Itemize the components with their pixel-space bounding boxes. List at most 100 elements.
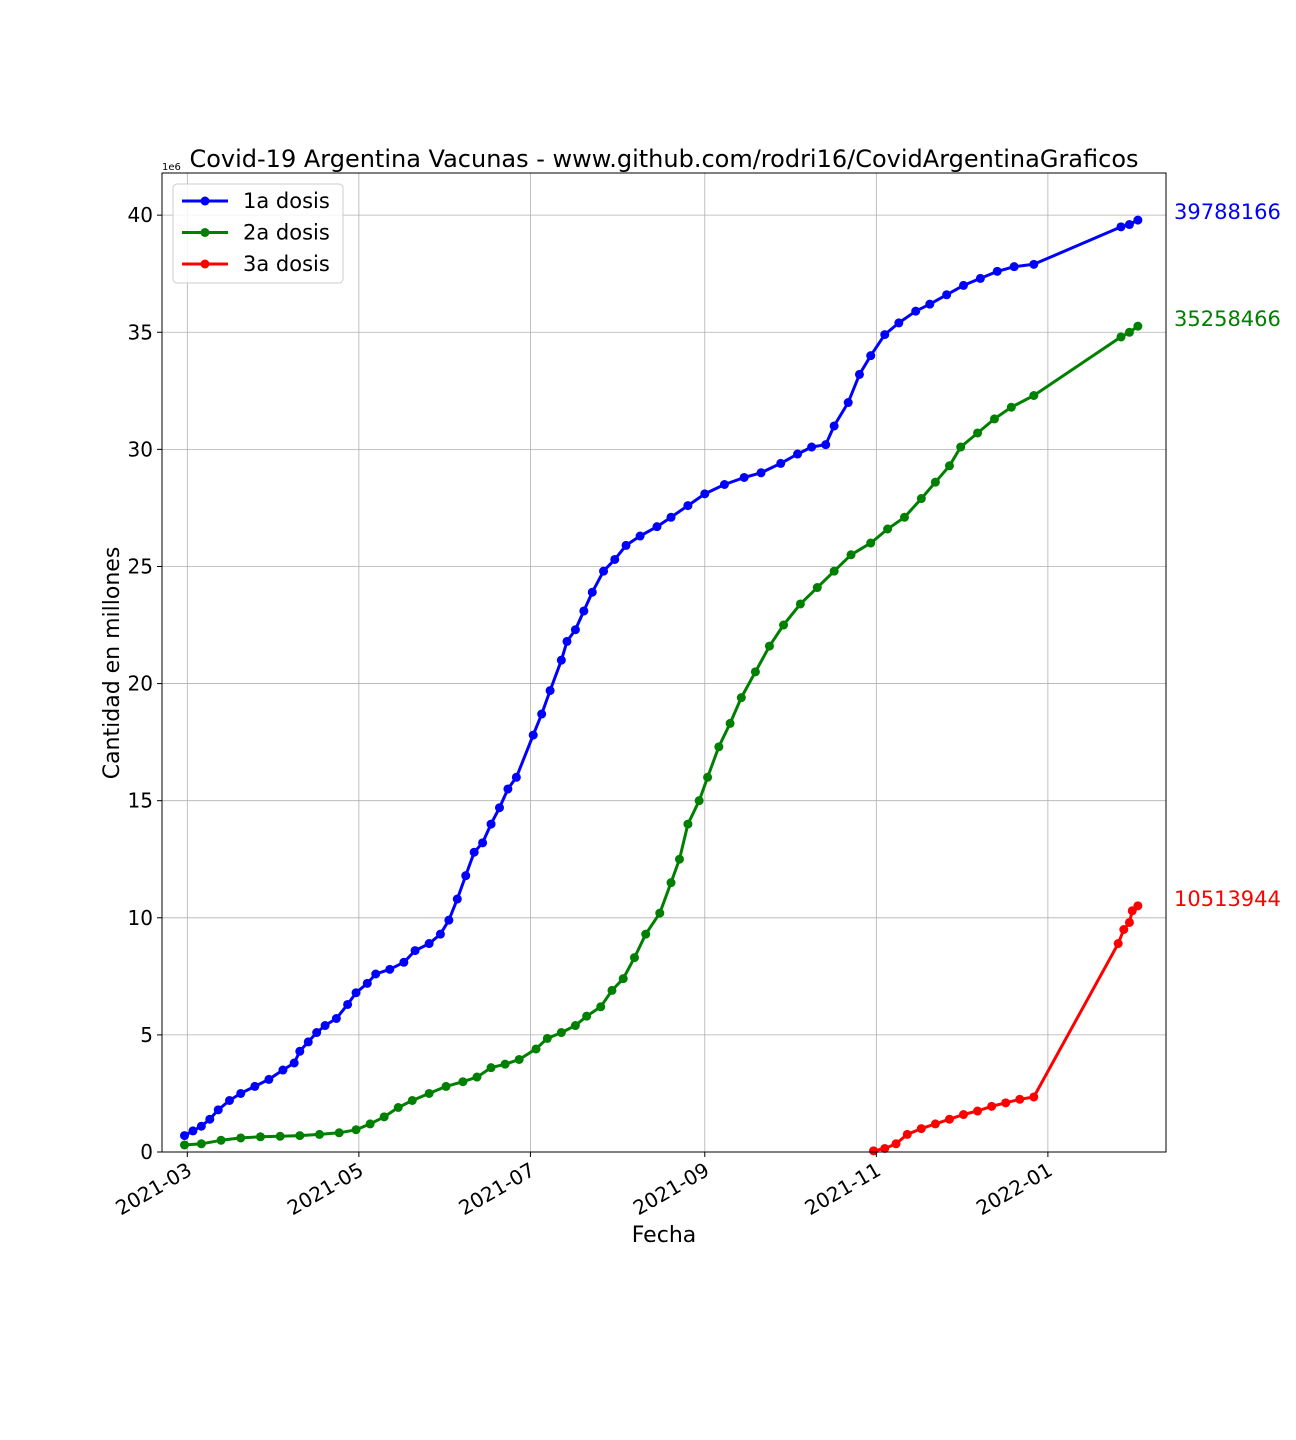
data-point [334,1128,344,1138]
data-point [295,1046,305,1056]
data-point [1006,402,1016,412]
data-point [216,1135,226,1145]
legend-label: 3a dosis [243,252,330,276]
data-point [1124,220,1134,230]
data-point [618,974,628,984]
data-point [196,1121,206,1131]
data-point [1133,321,1143,331]
data-point [944,1114,954,1124]
data-point [441,1081,451,1091]
data-point [866,538,876,548]
data-point [303,1037,313,1047]
data-point [213,1105,223,1115]
data-point [992,266,1002,276]
data-point [899,512,909,522]
data-point [916,1124,926,1134]
data-point [570,625,580,635]
data-point [188,1126,198,1136]
data-point [587,587,597,597]
data-point [925,299,935,309]
y-tick-label: 0 [140,1140,153,1164]
data-point [545,686,555,696]
data-point [486,819,496,829]
data-point [911,306,921,316]
data-point [793,449,803,459]
x-tick-label: 2021-09 [629,1158,713,1221]
y-tick-label: 20 [128,672,153,696]
data-point [371,969,381,979]
data-point [295,1131,305,1141]
data-point [531,1044,541,1054]
x-tick-label: 2021-11 [800,1158,884,1221]
y-tick-label: 15 [128,789,153,813]
data-point [944,461,954,471]
data-point [1119,925,1129,934]
data-point [829,566,839,576]
y-tick-label: 5 [140,1023,153,1047]
series-line [873,904,1139,1153]
data-point [250,1081,260,1091]
data-point [275,1131,285,1141]
data-point [1001,1098,1011,1108]
data-point [610,554,620,564]
data-point [1124,327,1134,337]
data-point [812,583,822,593]
data-point [379,1112,389,1122]
data-point [1116,332,1126,342]
data-point [891,1139,901,1149]
data-point [362,978,372,988]
data-point [880,1143,890,1153]
plot-series [179,215,1143,1156]
data-point [343,999,353,1009]
data-point [1029,259,1039,269]
data-point [880,330,890,340]
y-tick-label: 10 [128,906,153,930]
data-point [331,1014,341,1023]
data-point [179,1140,189,1150]
data-point [500,1059,510,1069]
data-point [458,1077,468,1087]
data-point [1124,917,1134,927]
data-point [641,929,651,939]
legend-box [172,183,344,284]
data-point [236,1133,246,1143]
legend-marker [200,259,210,269]
data-point [655,908,665,918]
data-point [407,1095,417,1105]
data-point [739,472,749,482]
data-point [683,819,693,829]
data-point [351,1125,361,1135]
data-point [683,501,693,511]
data-point [472,1072,482,1082]
data-point [652,522,662,532]
data-point [435,929,445,939]
data-point [556,655,566,665]
series-end-label: 10513944 [1174,887,1281,911]
data-point [776,458,786,468]
data-point [973,1106,983,1116]
data-point [1015,1094,1025,1104]
x-tick-label: 2021-07 [455,1158,539,1221]
plot-area-frame [161,172,1167,1153]
data-point [514,1054,524,1064]
data-point [503,784,513,794]
series-end-labels: 39788166 35258466 10513944 [1174,200,1281,911]
data-point [312,1028,322,1038]
x-tick-label: 2021-05 [283,1158,367,1221]
data-point [846,550,856,560]
y-tick-label: 35 [128,320,153,344]
data-point [579,606,589,616]
data-point [570,1021,580,1031]
data-point [365,1119,375,1129]
data-point [596,1002,606,1012]
data-point [196,1139,206,1149]
data-point [205,1114,215,1124]
data-point [314,1129,324,1139]
data-point [942,290,952,300]
data-point [452,894,462,904]
data-point [725,718,735,728]
data-point [703,772,713,782]
y-axis-label: Cantidad en millones [100,547,125,780]
data-point [599,566,609,576]
